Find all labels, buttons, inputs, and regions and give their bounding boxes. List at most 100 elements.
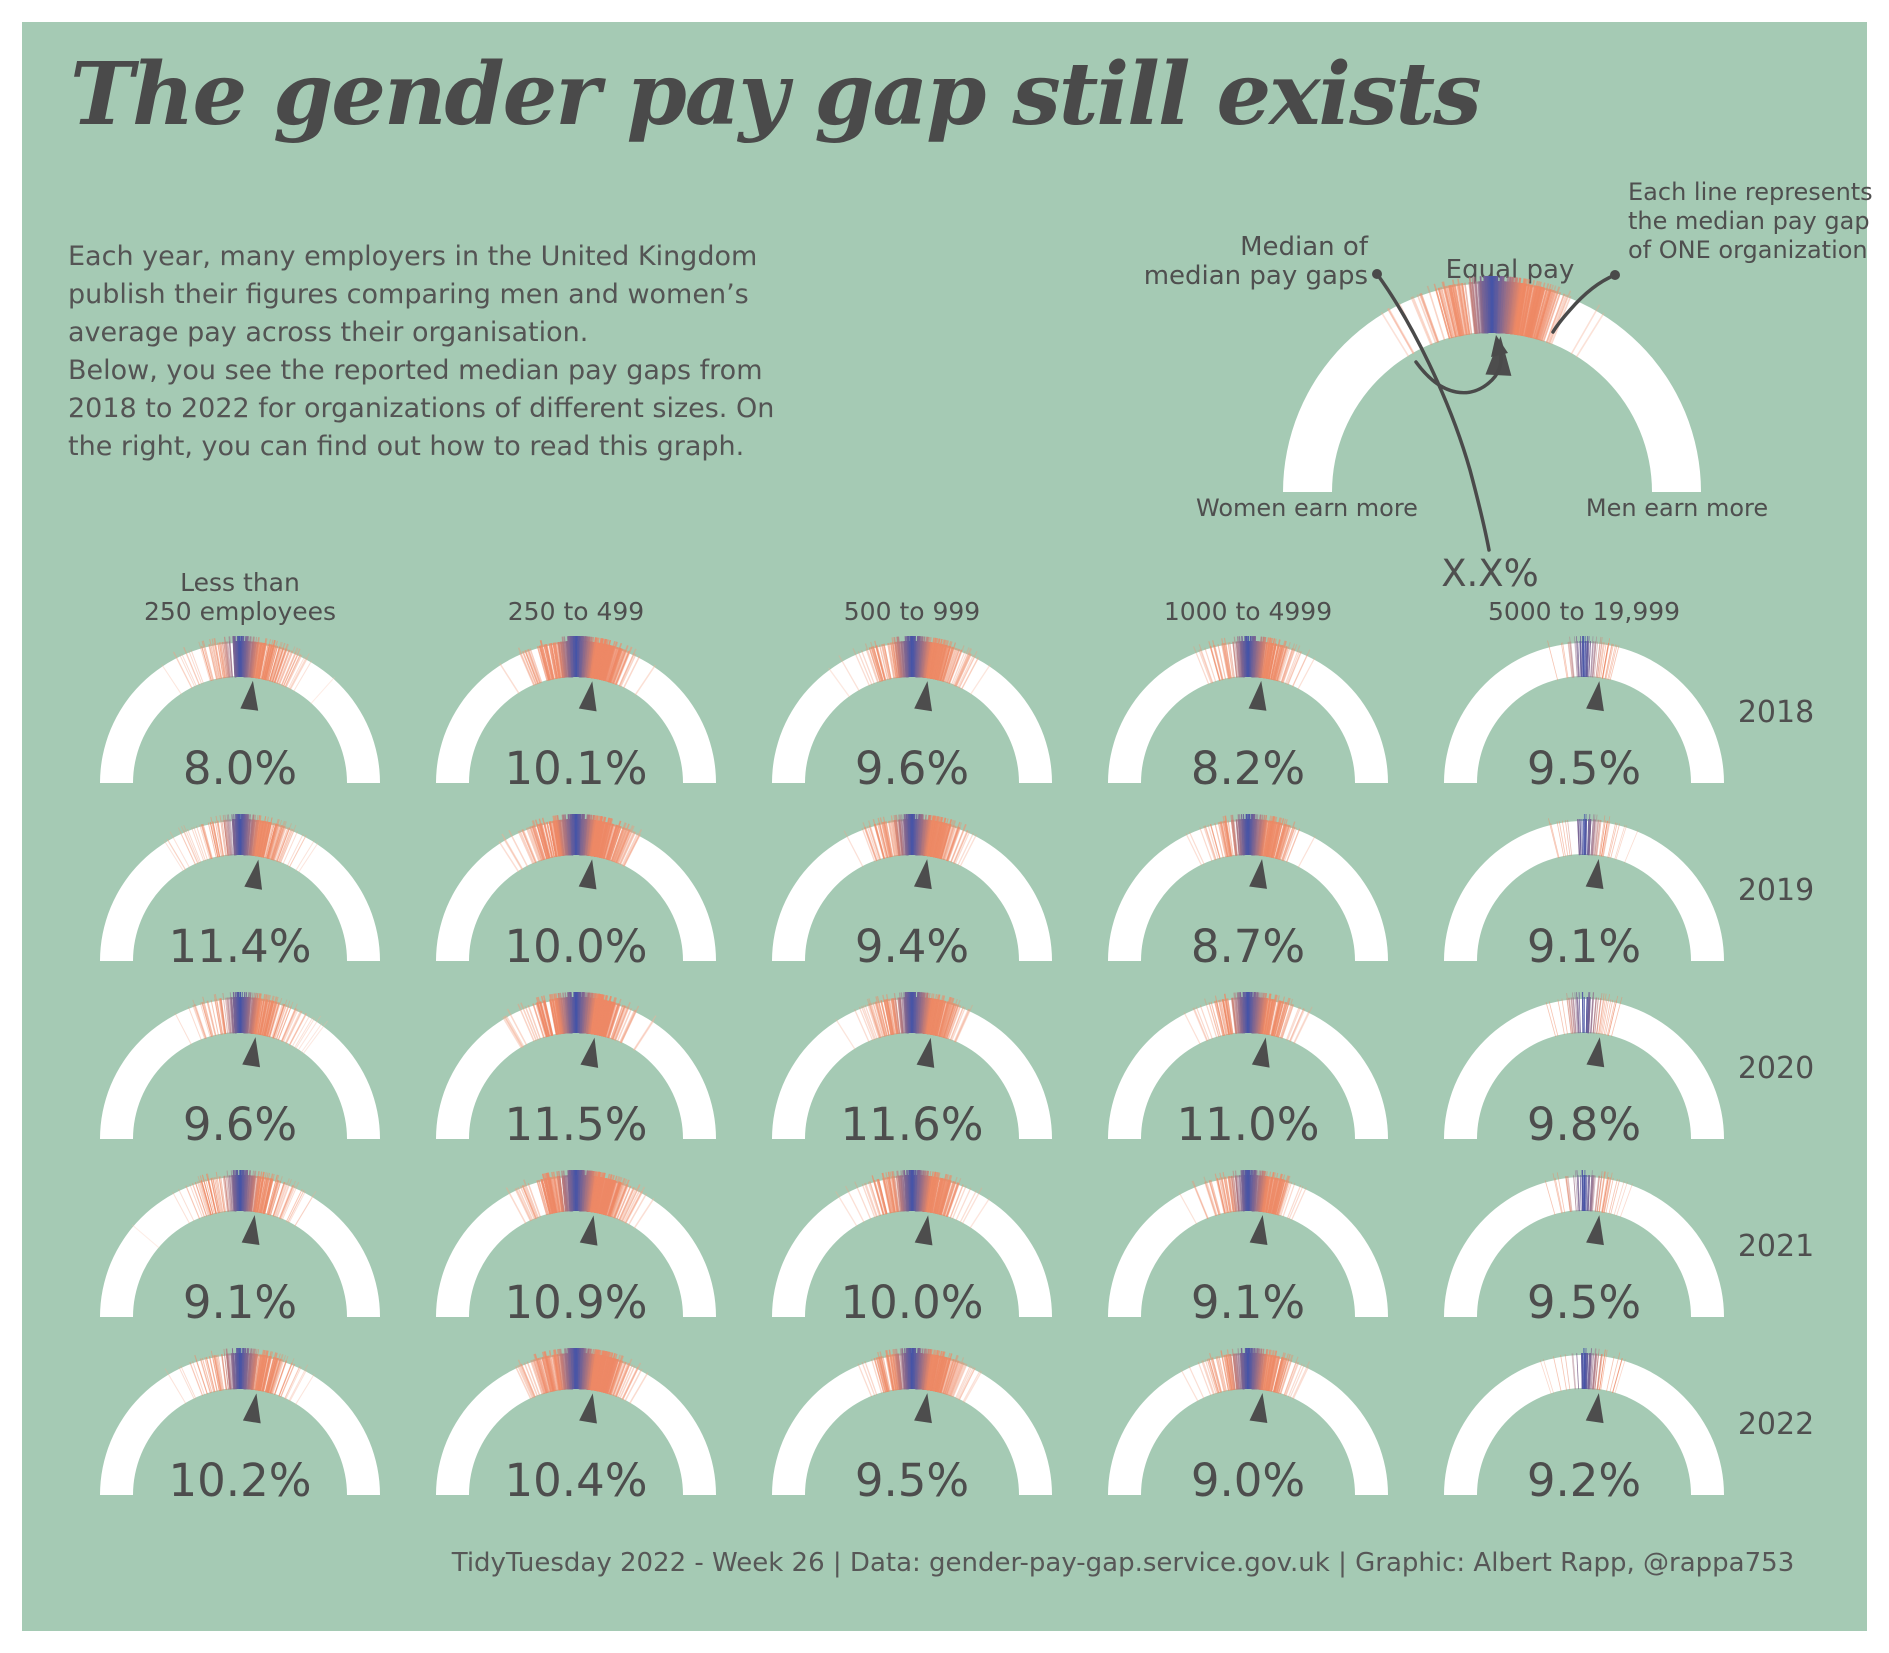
gauge-ring [1444, 643, 1724, 783]
gauge-2018-col4 [1108, 635, 1388, 783]
median-marker [244, 859, 263, 890]
organization-tick-marks [499, 635, 656, 696]
organization-tick-marks [1193, 635, 1316, 690]
gauge-2022-col1 [100, 1347, 380, 1495]
organization-tick-marks [1178, 1169, 1307, 1225]
gauge-2020-col5 [1444, 992, 1724, 1139]
gauge-ring [436, 643, 716, 783]
gauge-2021-col3 [772, 1169, 1052, 1317]
gauge-value: 11.4% [168, 920, 312, 973]
organization-tick-marks [1547, 635, 1620, 681]
arrowhead-icon [1491, 335, 1508, 357]
median-marker [240, 680, 259, 711]
gauge-value: 9.5% [1526, 742, 1642, 795]
organization-tick-marks [843, 813, 978, 868]
median-marker [1249, 1215, 1268, 1246]
intro-paragraph: Each year, many employers in the United … [68, 241, 775, 462]
gauge-ring [1108, 643, 1388, 783]
median-marker [916, 1037, 935, 1068]
gauge-ring [100, 1177, 380, 1317]
gauge-ring [100, 643, 380, 783]
gauge-ring [100, 821, 380, 961]
gauge-2019-col4 [1108, 813, 1388, 961]
median-marker [242, 1393, 261, 1424]
gauge-2019-col1 [100, 813, 380, 961]
column-header: Less than 250 employees [143, 568, 337, 626]
arrow-to-marker-curve [1414, 348, 1503, 395]
gauge-2022-col3 [772, 1347, 1052, 1495]
median-marker [1585, 859, 1604, 890]
gauge-2018-col1 [100, 635, 380, 783]
organization-tick-marks [164, 1347, 315, 1405]
gauge-ring [1108, 999, 1388, 1139]
gauge-value: 9.6% [854, 742, 970, 795]
median-marker [1586, 1037, 1605, 1068]
organization-tick-marks [857, 1347, 983, 1403]
gauge-value: 10.9% [504, 1276, 648, 1329]
gauge-2021-col1 [100, 1169, 380, 1317]
gauge-2018-col3 [772, 635, 1052, 783]
gauge-value: 8.2% [1190, 742, 1306, 795]
gauge-ring [772, 1355, 1052, 1495]
gauge-2019-col5 [1444, 813, 1724, 961]
legend-value-placeholder: X.X% [1441, 552, 1539, 595]
organization-tick-marks [514, 1347, 649, 1404]
organization-tick-marks [1547, 813, 1639, 864]
gauge-ring [772, 999, 1052, 1139]
gauge-2020-col2 [436, 991, 716, 1139]
median-marker [1248, 680, 1267, 711]
gauge-ring [1108, 1355, 1388, 1495]
gauge-ring [1444, 1355, 1724, 1495]
gauge-2020-col3 [772, 991, 1052, 1139]
gauge-value: 9.5% [854, 1454, 970, 1507]
year-label: 2018 [1737, 695, 1815, 730]
organization-tick-marks [161, 635, 336, 705]
organization-tick-marks [1185, 813, 1316, 868]
organization-tick-marks [1539, 1347, 1626, 1395]
gauge-value: 9.2% [1526, 1454, 1642, 1507]
column-header: 1000 to 4999 [1163, 597, 1333, 626]
gauge-value: 10.1% [504, 742, 648, 795]
organization-tick-marks [498, 813, 643, 873]
gauge-value: 10.0% [504, 920, 648, 973]
organization-tick-marks [502, 991, 657, 1051]
column-header: 5000 to 19,999 [1487, 597, 1681, 626]
median-marker [578, 859, 597, 890]
median-marker [914, 1215, 933, 1246]
legend-gauge [1283, 275, 1701, 492]
organization-tick-marks [1180, 1347, 1310, 1402]
organization-tick-marks [1545, 992, 1623, 1037]
organization-tick-marks [505, 1169, 655, 1229]
median-to-value-curve [1375, 272, 1491, 552]
gauge-value: 11.5% [504, 1098, 648, 1151]
gauge-2020-col4 [1108, 991, 1388, 1139]
legend-annotation-arrows [1372, 269, 1620, 552]
year-label: 2021 [1737, 1229, 1815, 1264]
gauge-value: 8.0% [182, 742, 298, 795]
organization-tick-marks [163, 813, 319, 873]
median-marker [1251, 1037, 1270, 1068]
gauge-2018-col5 [1444, 635, 1724, 783]
gauge-ring [100, 999, 380, 1139]
gauge-2019-col3 [772, 813, 1052, 961]
gauge-ring [436, 1177, 716, 1317]
gauge-ring [100, 1355, 380, 1495]
organization-tick-marks [835, 1169, 991, 1229]
median-marker [1249, 1393, 1268, 1424]
organization-tick-marks [1544, 1170, 1633, 1218]
gauge-value: 9.5% [1526, 1276, 1642, 1329]
median-marker [1485, 336, 1512, 376]
each-line-curve [1551, 273, 1617, 334]
organization-tick-marks [1380, 275, 1605, 358]
gauge-ring [1283, 283, 1701, 492]
gauge-value: 9.1% [1190, 1276, 1306, 1329]
gauge-2021-col4 [1108, 1169, 1388, 1317]
gauge-ring [1444, 1177, 1724, 1317]
gauge-value: 9.1% [182, 1276, 298, 1329]
gauge-value: 9.8% [1526, 1098, 1642, 1151]
median-marker [579, 1393, 597, 1424]
median-marker [913, 859, 932, 890]
gauge-2020-col1 [100, 991, 380, 1139]
median-marker [914, 1393, 932, 1424]
